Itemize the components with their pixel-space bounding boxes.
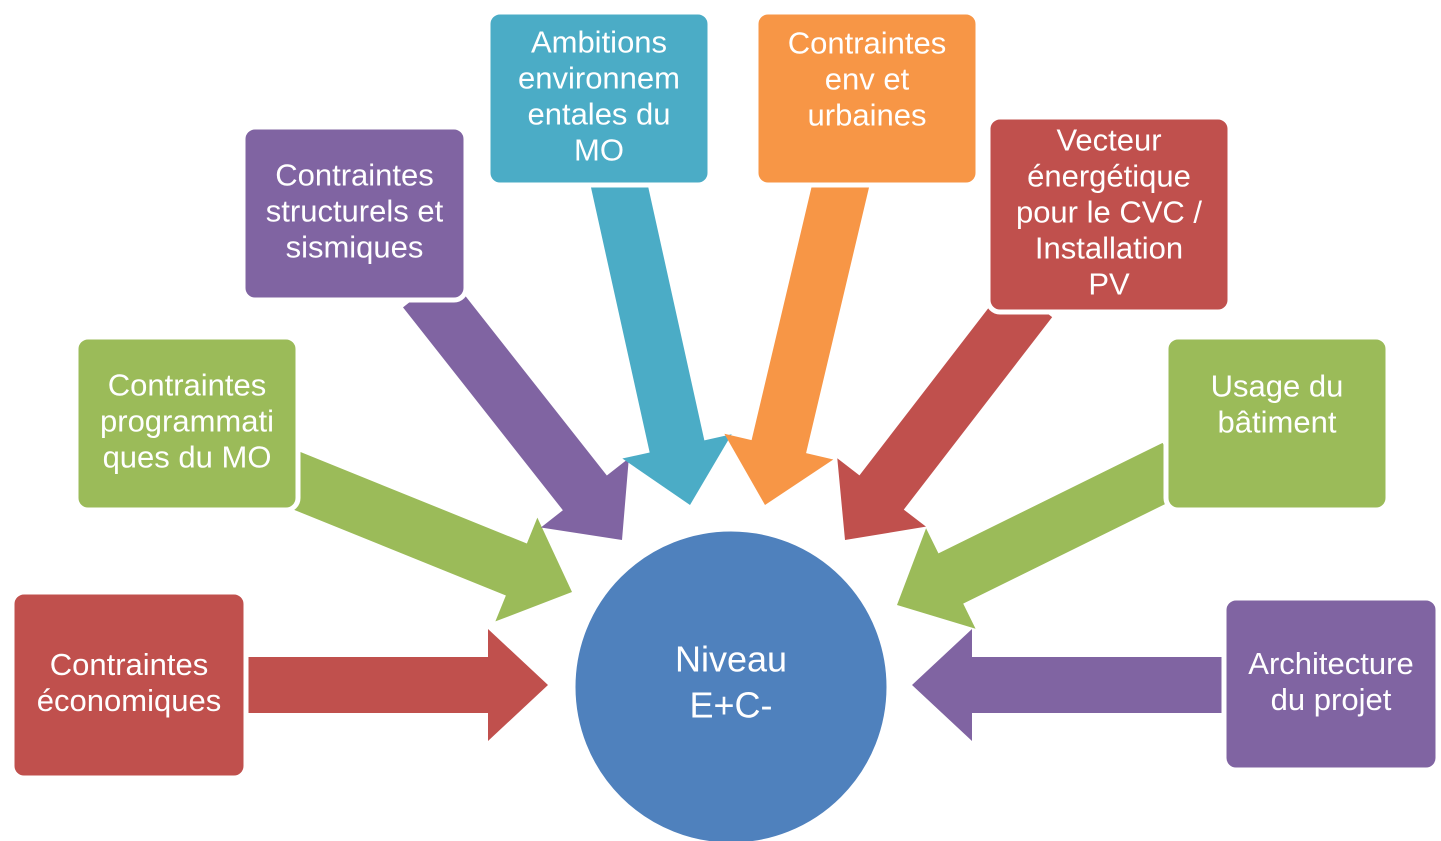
box-label: bâtiment: [1218, 404, 1337, 439]
boxes: ContrainteséconomiquesContraintesprogram…: [9, 9, 1441, 781]
arrow: [897, 442, 1188, 629]
box-label: sismiques: [286, 230, 424, 265]
box: [985, 114, 1233, 315]
box-label: structurels et: [266, 194, 444, 229]
arrow: [912, 629, 1224, 741]
box-label: Ambitions: [531, 25, 667, 60]
box-label: Architecture: [1248, 646, 1413, 681]
box: [1163, 334, 1391, 513]
center-circle: [570, 526, 892, 841]
box-label: pour le CVC /: [1016, 195, 1202, 230]
arrow: [246, 629, 548, 741]
box-label: Usage du: [1211, 368, 1344, 403]
box: [73, 334, 301, 513]
center-label: Niveau: [675, 639, 787, 680]
box-label: entales du: [527, 97, 670, 132]
box-label: Contraintes: [108, 368, 267, 403]
box-label: Installation: [1035, 231, 1183, 266]
box-label: Contraintes: [275, 158, 434, 193]
box-label: Contraintes: [50, 647, 209, 682]
arrow: [279, 452, 572, 622]
box-label: du projet: [1271, 682, 1392, 717]
box-label: énergétique: [1027, 159, 1191, 194]
box-label: économiques: [37, 683, 221, 718]
arrow: [837, 282, 1053, 540]
center-label: E+C-: [689, 685, 772, 726]
box: [240, 124, 469, 303]
box-label: ques du MO: [103, 440, 272, 475]
box-label: environnem: [518, 61, 680, 96]
box-label: PV: [1088, 267, 1130, 302]
box-label: urbaines: [808, 97, 927, 132]
arrow: [403, 272, 629, 540]
box-label: Vecteur: [1056, 123, 1161, 158]
box-label: Contraintes: [788, 25, 947, 60]
box: [485, 9, 713, 188]
arrow: [724, 173, 870, 505]
box-label: env et: [825, 61, 910, 96]
box: [1221, 595, 1441, 773]
arrows: [246, 173, 1224, 741]
box-label: MO: [574, 133, 624, 168]
box: [9, 589, 249, 781]
arrow: [590, 173, 732, 505]
box-label: programmati: [100, 404, 274, 439]
box: [753, 9, 981, 188]
